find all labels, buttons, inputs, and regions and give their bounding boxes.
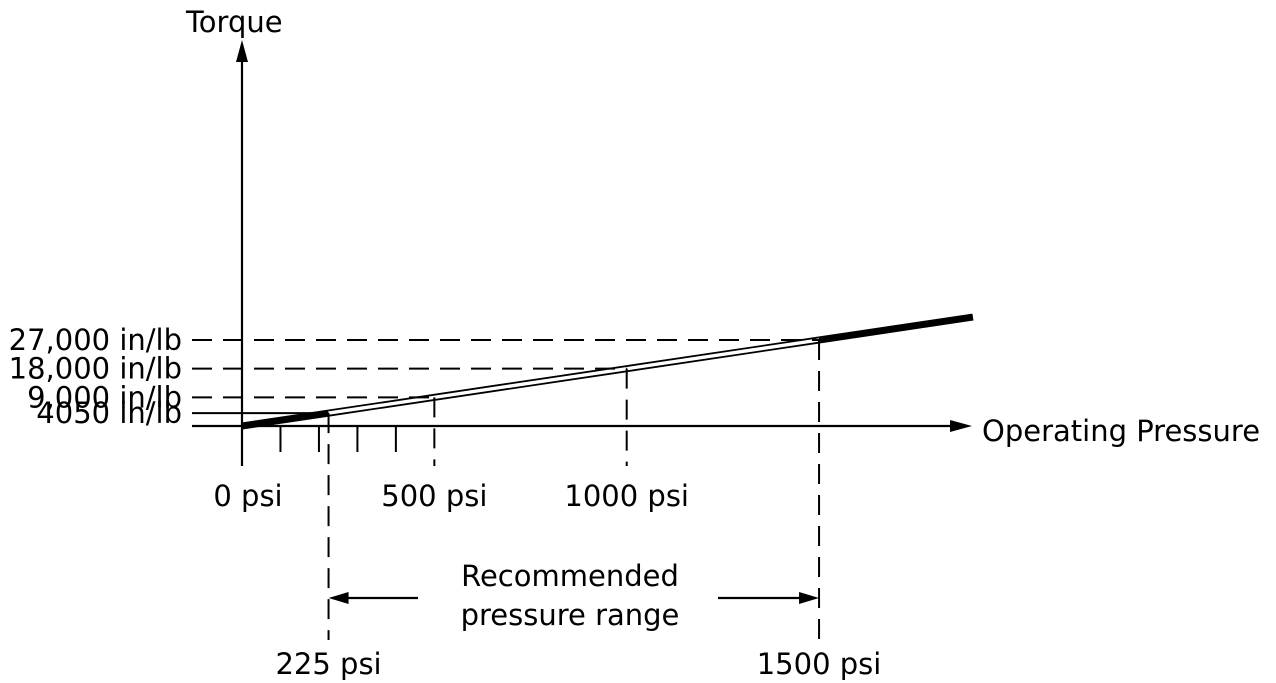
y-tick-label: 27,000 in/lb <box>9 323 182 357</box>
origin-tick-label: 0 psi <box>213 479 282 513</box>
x-tick-label: 500 psi <box>381 479 487 513</box>
y-axis-arrowhead <box>236 40 248 62</box>
y-tick-label: 4050 in/lb <box>36 396 182 430</box>
labels-group: Torque Operating Pressure 0 psi Recommen… <box>9 5 1260 681</box>
series-group <box>241 313 974 430</box>
range-arrowhead-left <box>328 592 349 604</box>
reference-lines-group <box>192 339 821 640</box>
x-tick-label: 1000 psi <box>564 479 689 513</box>
x-axis-arrowhead <box>950 420 972 432</box>
x-tick-label: 225 psi <box>275 647 381 681</box>
series-line-range-rail-lower <box>328 341 820 417</box>
series-line-below-range <box>241 409 330 430</box>
y-tick-label: 18,000 in/lb <box>9 352 182 386</box>
x-axis-label: Operating Pressure <box>982 414 1260 448</box>
axes-group <box>192 40 972 466</box>
range-arrowhead-right <box>799 592 820 604</box>
recommended-range-label-line2: pressure range <box>461 598 680 632</box>
series-line-range-rail-upper <box>328 336 819 412</box>
series-line-above-range <box>818 313 974 344</box>
x-tick-label: 1500 psi <box>757 647 882 681</box>
recommended-range-label-line1: Recommended <box>461 559 679 593</box>
y-tick-label: 9,000 in/lb <box>27 380 182 414</box>
y-axis-label: Torque <box>185 5 283 39</box>
